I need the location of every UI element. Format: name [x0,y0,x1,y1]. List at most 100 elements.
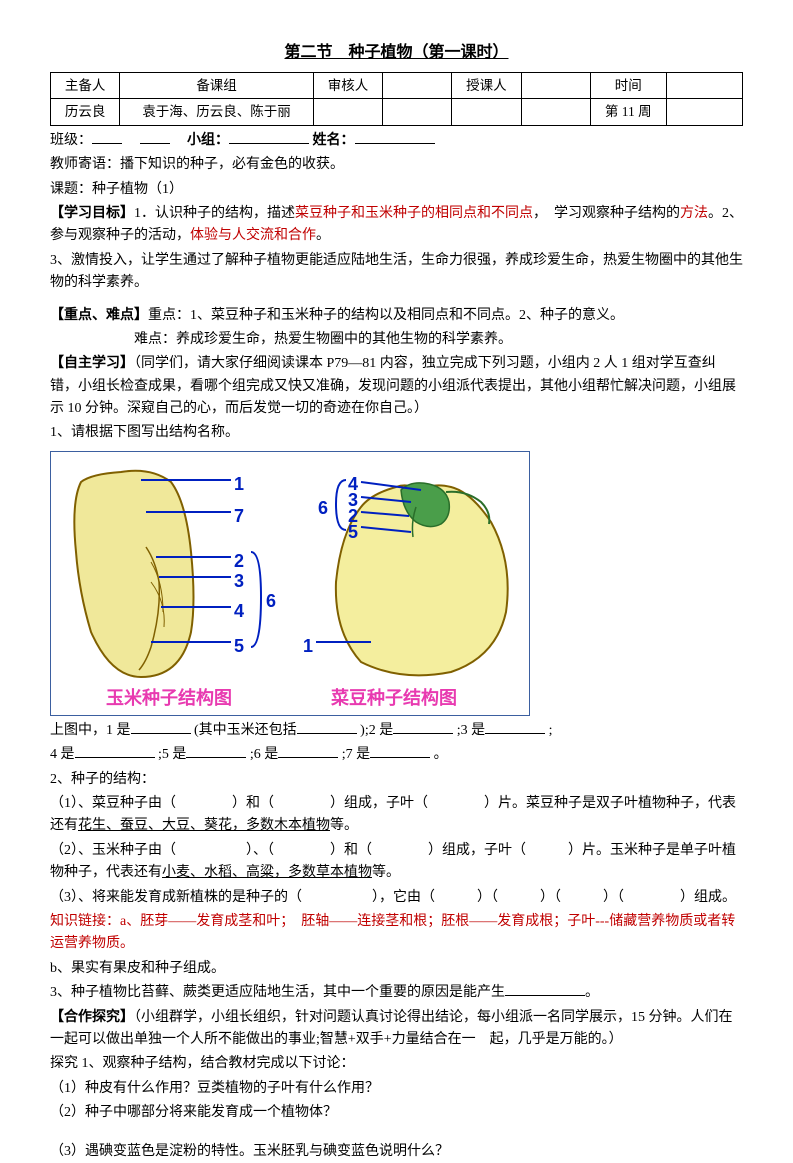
cell [383,99,452,126]
label-name: 姓名： [313,133,355,148]
text: ;6 是 [250,747,278,762]
label-group: 小组： [187,133,229,148]
keypoints-label: 【重点、难点】 [50,308,148,323]
text: ;7 是 [342,747,370,762]
goals-label: 【学习目标】 [50,206,134,221]
blank[interactable] [92,130,122,144]
cell: 备课组 [120,72,314,99]
text: ;3 是 [457,723,485,738]
fill2: 4 是 ;5 是 ;6 是 ;7 是 。 [50,744,743,766]
blank[interactable] [370,744,430,758]
text: 。 [585,985,599,1000]
cell: 历云良 [51,99,120,126]
cell [666,99,742,126]
blank[interactable] [297,720,357,734]
num: 7 [234,502,244,531]
goals-3: 3、激情投入，让学生通过了解种子植物更能适应陆地生活，生命力很强，养成珍爱生命，… [50,250,743,295]
cell: 袁于海、历云良、陈于丽 [120,99,314,126]
right-caption: 菜豆种子结构图 [331,684,457,713]
cell [313,99,382,126]
text: );2 是 [360,723,393,738]
q1: 1、请根据下图写出结构名称。 [50,422,743,444]
blank[interactable] [140,130,170,144]
cell [521,72,590,99]
link-label: 知识链接： [50,914,120,929]
class-line: 班级： 小组： 姓名： [50,130,743,152]
cell: 第 11 周 [590,99,666,126]
text: ; [549,723,553,738]
goals: 【学习目标】1．认识种子的结构，描述菜豆种子和玉米种子的相同点和不同点， 学习观… [50,203,743,248]
blank[interactable] [278,744,338,758]
topic: 课题：种子植物（1） [50,179,743,201]
cell: 审核人 [313,72,382,99]
header-table: 主备人 备课组 审核人 授课人 时间 历云良 袁于海、历云良、陈于丽 第 11 … [50,72,743,126]
text: 。 [316,228,330,243]
teacher-msg: 教师寄语：播下知识的种子，必有金色的收获。 [50,154,743,176]
selfstudy-label: 【自主学习】 [50,356,134,371]
underline: 小麦、水稻、高粱，多数草本植物 [162,865,372,880]
table-row: 主备人 备课组 审核人 授课人 时间 [51,72,743,99]
cell: 授课人 [452,72,521,99]
text: 等。 [372,865,400,880]
text: ， 学习观察种子结构的 [533,206,680,221]
blank[interactable] [485,720,545,734]
difficulty: 难点：养成珍爱生命，热爱生物圈中的其他生物的科学素养。 [50,329,743,351]
blank[interactable] [75,744,155,758]
cell: 时间 [590,72,666,99]
table-row: 历云良 袁于海、历云良、陈于丽 第 11 周 [51,99,743,126]
cell [383,72,452,99]
coop: 【合作探究】（小组群学，小组长组织，针对问题认真讨论得出结论，每小组派一名同学展… [50,1007,743,1052]
page-title: 第二节 种子植物（第一课时） [50,40,743,66]
text-red: 菜豆种子和玉米种子的相同点和不同点 [295,206,533,221]
num: 4 [234,597,244,626]
text: ;5 是 [158,747,186,762]
text: 4 是 [50,747,75,762]
blank[interactable] [229,130,309,144]
blank[interactable] [355,130,435,144]
cell [521,99,590,126]
q3: 3、种子植物比苔藓、蕨类更适应陆地生活，其中一个重要的原因是能产生 。 [50,982,743,1004]
text: 1．认识种子的结构，描述 [134,206,295,221]
cell: 主备人 [51,72,120,99]
text: （同学们，请大家仔细阅读课本 P79—81 内容，独立完成下列习题，小组内 2 … [50,356,736,416]
blank[interactable] [131,720,191,734]
num: 6 [266,587,276,616]
text: 3、种子植物比苔藓、蕨类更适应陆地生活，其中一个重要的原因是能产生 [50,985,505,1000]
seed-diagram: 1 7 2 3 4 5 6 4 3 2 5 6 1 玉米种子结构图 菜豆种子结构… [50,451,530,716]
blank[interactable] [393,720,453,734]
selfstudy: 【自主学习】（同学们，请大家仔细阅读课本 P79—81 内容，独立完成下列习题，… [50,353,743,420]
text: （小组群学，小组长组织，针对问题认真讨论得出结论，每小组派一名同学展示，15 分… [50,1010,733,1047]
coop-label: 【合作探究】 [50,1010,134,1025]
struct2: （2）、玉米种子由（ ）、（ ）和（ ）组成，子叶（ ）片。玉米种子是单子叶植物… [50,840,743,885]
text-red: 方法 [680,206,708,221]
left-caption: 玉米种子结构图 [106,684,232,713]
link-b: b、果实有果皮和种子组成。 [50,958,743,980]
text: 等。 [330,818,358,833]
knowledge-link: 知识链接：a、胚芽——发育成茎和叶； 胚轴——连接茎和根；胚根——发育成根；子叶… [50,911,743,956]
struct3: （3）、将来能发育成新植株的是种子的（ ），它由（ ）（ ）（ ）（ ）组成。 [50,887,743,909]
text-red: 体验与人交流和合作 [190,228,316,243]
cell [452,99,521,126]
underline: 花生、蚕豆、大豆、葵花，多数木本植物 [78,818,330,833]
num: 5 [348,518,358,547]
text: (其中玉米还包括 [194,723,297,738]
num: 1 [303,632,313,661]
num: 1 [234,470,244,499]
label-class: 班级： [50,133,92,148]
struct-h: 2、种子的结构： [50,769,743,791]
coop-q1: （1）种皮有什么作用？豆类植物的子叶有什么作用？ [50,1078,743,1100]
text: 重点：1、菜豆种子和玉米种子的结构以及相同点和不同点。2、种子的意义。 [148,308,624,323]
cell [666,72,742,99]
num: 3 [234,567,244,596]
coop-q2: （2）种子中哪部分将来能发育成一个植物体？ [50,1102,743,1124]
coop-t1: 探究 1、观察种子结构，结合教材完成以下讨论： [50,1053,743,1075]
fill1: 上图中，1 是 (其中玉米还包括 );2 是 ;3 是 ; [50,720,743,742]
text: 上图中，1 是 [50,723,131,738]
keypoints: 【重点、难点】重点：1、菜豆种子和玉米种子的结构以及相同点和不同点。2、种子的意… [50,305,743,327]
num: 5 [234,632,244,661]
text: 。 [434,747,448,762]
blank[interactable] [505,982,585,996]
text-red: a、胚芽——发育成茎和叶； 胚轴——连接茎和根；胚根——发育成根；子叶---储藏… [50,914,735,951]
num: 6 [318,494,328,523]
blank[interactable] [186,744,246,758]
